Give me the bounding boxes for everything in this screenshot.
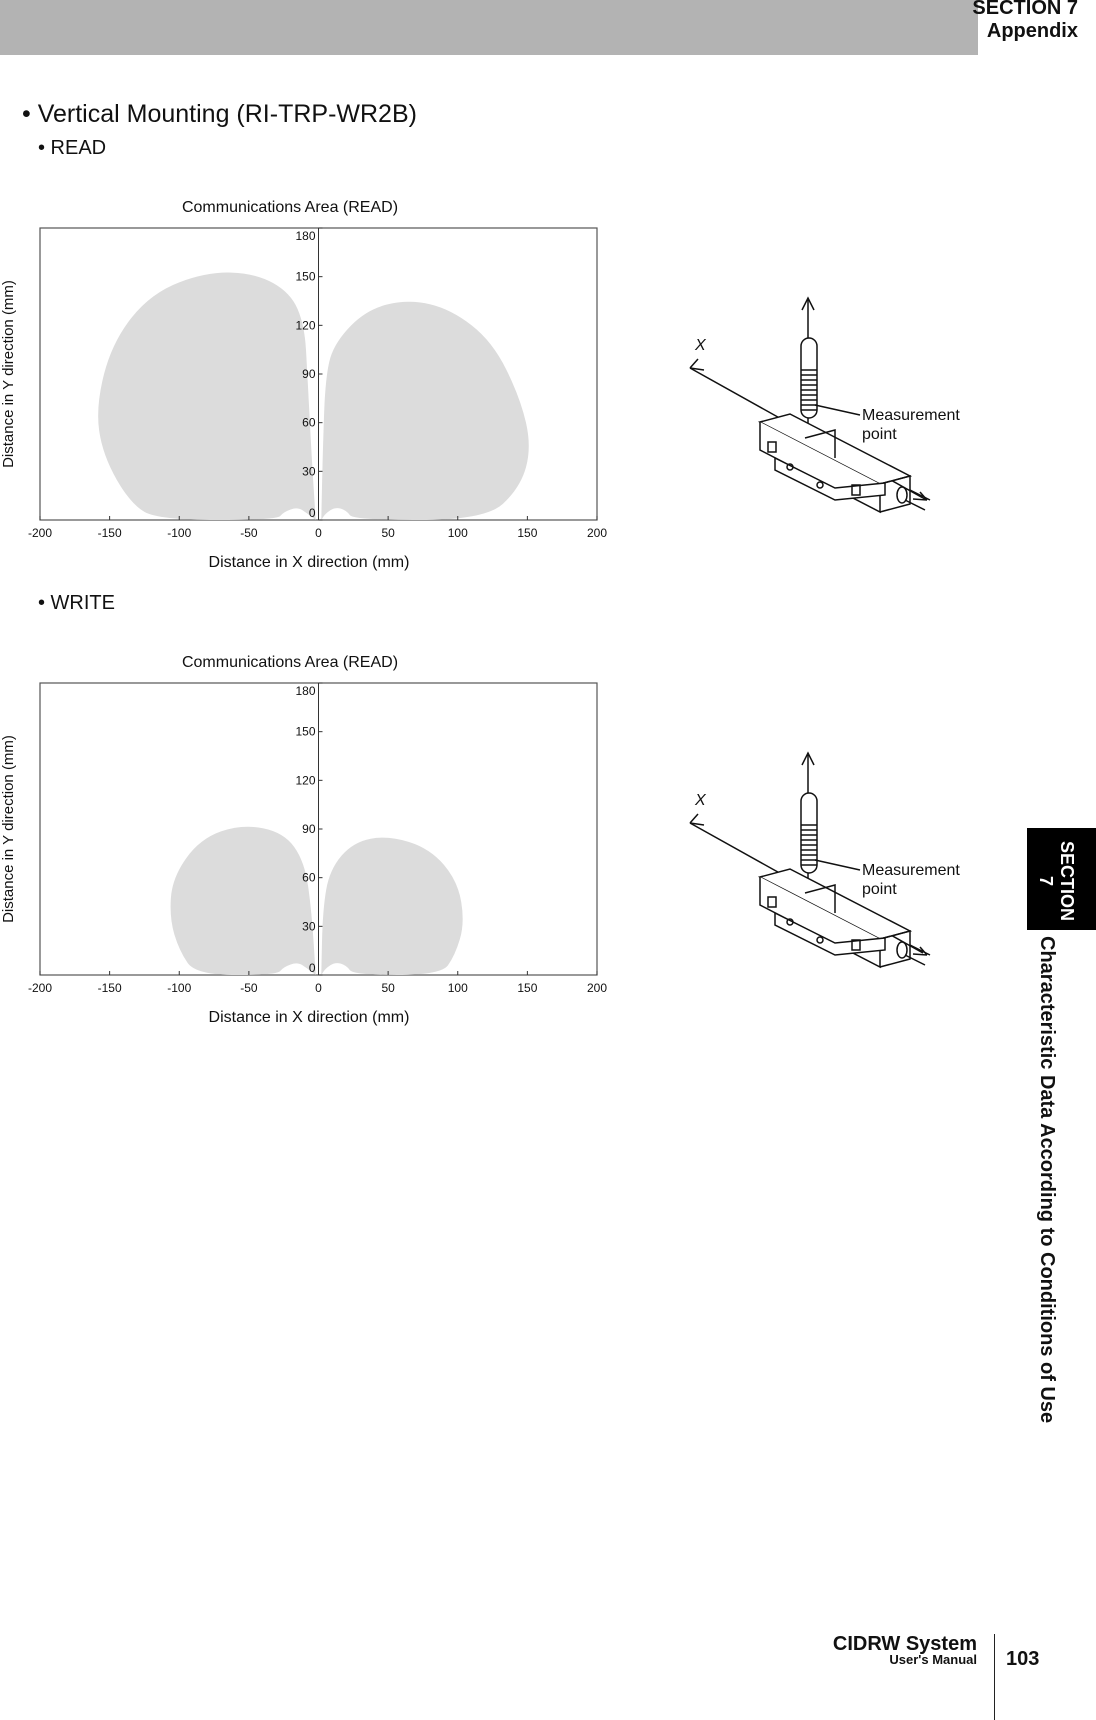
antenna-illustration [689,296,931,514]
section-side-title: Characteristic Data According to Conditi… [1036,936,1058,1424]
x-tick-label: -150 [98,981,122,995]
y-tick-label: 90 [302,367,316,381]
comm-area-lobe-right [321,837,463,975]
callout-line-1: Measurement [862,407,960,424]
section-tab [1027,828,1096,930]
footer-manual: User's Manual [889,1652,977,1667]
callout-line-2: point [862,426,897,443]
x-tick-label: 150 [517,526,537,540]
x-tick-label: 0 [315,526,322,540]
page-header: SECTION 7 Appendix [972,0,1078,43]
y-tick-label: 180 [295,684,315,698]
y-axis-label: Distance in Y direction (mm) [0,280,17,468]
x-tick-label: 100 [448,981,468,995]
y-tick-label: 150 [295,725,315,739]
x-tick-label: -200 [28,526,52,540]
callout-line-2: point [862,881,897,898]
page-heading: • Vertical Mounting (RI-TRP-WR2B) [22,100,417,128]
x-tick-label: -100 [167,981,191,995]
y-tick-label: 0 [309,961,316,975]
x-tick-label: -150 [98,526,122,540]
x-tick-label: -200 [28,981,52,995]
x-tick-label: -100 [167,526,191,540]
y-tick-label: 30 [302,464,316,478]
x-tick-label: -50 [240,526,258,540]
header-section: SECTION 7 [972,0,1078,19]
section-tab-label: SECTION 7 [1036,840,1077,921]
y-tick-label: 30 [302,919,316,933]
antenna-figure-read: X Measurement point [689,296,960,514]
antenna-illustration [689,751,931,969]
footer-system: CIDRW System [832,1633,977,1655]
chart-title: Communications Area (READ) [182,654,398,671]
x-tick-label: 50 [381,981,395,995]
read-heading: • READ [38,137,107,159]
y-tick-label: 0 [309,506,316,520]
callout-line-1: Measurement [862,862,960,879]
y-tick-label: 90 [302,822,316,836]
page-number: 103 [1006,1648,1040,1670]
y-tick-label: 120 [295,773,315,787]
x-tick-label: 200 [587,981,607,995]
read-chart: Communications Area (READ) -200 -150 -100 -… [0,199,607,571]
write-chart: Communications Area (READ) -200 -150 -100 -… [0,654,607,1026]
x-axis-label: Distance in X direction (mm) [209,1009,410,1026]
header-chapter: Appendix [986,20,1078,42]
chart-title: Communications Area (READ) [182,199,398,216]
x-tick-label: 150 [517,981,537,995]
comm-area-lobe-left [170,826,316,975]
x-axis-label: X [694,337,707,354]
x-tick-label: 0 [315,981,322,995]
comm-area-lobe-left [98,272,316,520]
y-tick-label: 60 [302,871,316,885]
x-tick-label: 200 [587,526,607,540]
y-tick-label: 180 [295,229,315,243]
x-tick-label: 100 [448,526,468,540]
antenna-figure-write: X Measurement point [689,751,960,969]
write-heading: • WRITE [38,592,115,614]
x-tick-label: -50 [240,981,258,995]
x-axis-label: X [694,792,707,809]
y-tick-label: 150 [295,270,315,284]
comm-area-lobe-right [321,301,529,520]
header-band [0,0,978,55]
x-tick-label: 50 [381,526,395,540]
y-tick-label: 60 [302,416,316,430]
footer-divider [994,1634,995,1720]
x-axis-label: Distance in X direction (mm) [209,554,410,571]
y-axis-label: Distance in Y direction (mm) [0,735,17,923]
y-tick-label: 120 [295,318,315,332]
